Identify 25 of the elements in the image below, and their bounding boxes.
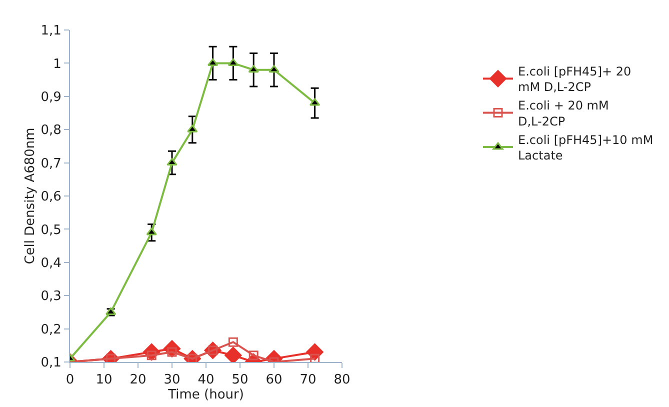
y-axis-title: Cell Density A680nm	[23, 128, 38, 264]
x-tick-label: 80	[334, 372, 350, 388]
y-tick-label: 0,2	[40, 322, 62, 338]
y-tick-label: 0,7	[40, 156, 62, 172]
x-tick-label: 60	[266, 372, 282, 388]
y-tick-label: 0,8	[40, 123, 62, 138]
x-tick-label: 30	[164, 372, 180, 388]
x-tick-label: 10	[96, 372, 112, 388]
x-tick-label: 40	[198, 372, 214, 388]
x-tick-label: 0	[66, 372, 74, 388]
y-tick-label: 0,9	[40, 90, 62, 105]
legend-label: E.coli + 20 mM D,L-2CP	[518, 98, 609, 128]
y-tick-label: 0,1	[40, 356, 62, 371]
x-axis-title: Time (hour)	[167, 388, 244, 403]
x-tick-label: 50	[232, 372, 248, 388]
y-tick-label: 1,1	[40, 24, 62, 39]
x-tick-label: 20	[130, 372, 146, 388]
y-tick-label: 1	[53, 56, 62, 72]
legend-label: E.coli [pFH45]+ 20 mM D,L-2CP	[518, 64, 632, 94]
y-tick-label: 0,4	[40, 256, 62, 271]
y-tick-label: 0,3	[40, 289, 62, 304]
y-tick-label: 0,6	[40, 190, 62, 205]
x-tick-label: 70	[300, 372, 316, 388]
legend-label: E.coli [pFH45]+10 mM Lactate	[518, 132, 654, 162]
y-tick-label: 0,5	[40, 222, 62, 238]
